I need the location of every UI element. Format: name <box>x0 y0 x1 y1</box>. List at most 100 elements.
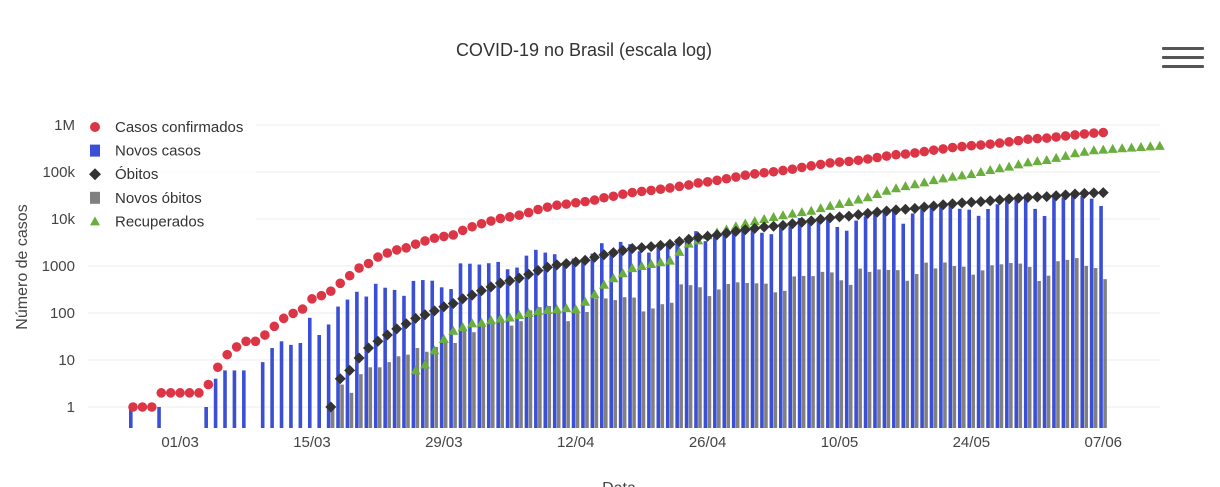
data-point <box>645 241 657 253</box>
bar <box>368 367 373 428</box>
data-point <box>288 308 298 319</box>
data-point <box>862 207 874 219</box>
data-point <box>542 304 553 314</box>
bar <box>707 296 712 428</box>
bar <box>490 323 495 428</box>
bar <box>157 407 161 428</box>
data-point <box>665 183 675 193</box>
bar <box>952 265 957 428</box>
bar <box>1084 265 1089 428</box>
hamburger-menu-icon[interactable] <box>1162 47 1204 73</box>
data-point <box>316 290 327 301</box>
data-point <box>467 221 477 232</box>
data-point <box>570 256 582 268</box>
data-point <box>486 216 496 226</box>
bar <box>594 298 599 428</box>
data-point <box>787 164 798 174</box>
data-point <box>947 142 958 153</box>
bar <box>340 384 344 428</box>
data-point <box>561 199 572 209</box>
data-point <box>165 388 176 398</box>
bar <box>472 332 476 428</box>
data-point <box>429 345 440 355</box>
data-point <box>466 289 478 301</box>
bar <box>421 280 425 428</box>
data-point <box>391 245 402 255</box>
bar <box>1027 266 1032 428</box>
data-point <box>985 139 996 149</box>
data-point <box>410 312 422 324</box>
y-tick-label: 1000 <box>42 258 75 275</box>
bar <box>383 287 387 428</box>
legend-swatch <box>90 144 100 157</box>
data-point <box>758 221 770 233</box>
bar <box>543 252 548 428</box>
bar <box>425 351 429 428</box>
data-point <box>994 163 1005 173</box>
data-point <box>975 167 986 176</box>
bar <box>402 295 406 428</box>
bar <box>129 407 133 428</box>
bar <box>844 230 849 428</box>
data-point <box>1013 159 1024 169</box>
bar <box>726 284 731 428</box>
data-point <box>307 294 317 304</box>
data-point <box>599 192 609 203</box>
bar <box>505 269 510 428</box>
bar <box>694 231 698 428</box>
data-point <box>504 312 515 322</box>
x-tick-label: 01/03 <box>161 434 199 451</box>
bar <box>933 268 938 428</box>
bar <box>204 407 208 428</box>
bar <box>782 290 787 428</box>
bar <box>604 298 608 428</box>
data-point <box>1004 161 1015 171</box>
data-point <box>344 270 355 281</box>
data-point <box>740 218 751 228</box>
x-tick-label: 10/05 <box>821 434 859 451</box>
data-point <box>730 225 742 237</box>
data-point <box>965 196 977 208</box>
bar <box>641 311 646 428</box>
data-point <box>664 238 676 250</box>
bar <box>434 346 439 428</box>
data-point <box>805 215 817 227</box>
data-point <box>325 401 337 413</box>
data-point <box>570 197 581 208</box>
data-point <box>994 138 1005 148</box>
x-axis-title: Data <box>602 480 636 487</box>
bar <box>453 342 457 428</box>
data-point <box>467 318 478 328</box>
data-point <box>476 317 487 327</box>
data-point <box>260 330 270 340</box>
legend-background <box>86 139 256 162</box>
data-point <box>636 242 648 254</box>
data-point <box>448 230 459 240</box>
bar <box>735 282 740 428</box>
bar <box>675 239 679 428</box>
y-axis-title: Número de casos <box>14 204 31 329</box>
data-point <box>938 173 949 183</box>
data-point <box>494 277 506 289</box>
data-point <box>504 275 516 287</box>
data-point <box>646 259 657 269</box>
data-point <box>1145 141 1156 151</box>
bar <box>613 300 618 428</box>
data-point <box>890 204 902 216</box>
data-point <box>476 218 487 229</box>
data-point <box>1107 143 1118 153</box>
data-point <box>326 286 336 296</box>
data-point <box>250 336 261 347</box>
data-point <box>843 210 855 222</box>
data-point <box>391 323 403 335</box>
data-point <box>1060 150 1071 160</box>
data-point <box>1031 191 1043 203</box>
bar <box>1080 196 1085 428</box>
bar <box>1018 263 1023 428</box>
data-point <box>824 212 836 224</box>
data-point <box>891 149 901 160</box>
data-point <box>1135 142 1146 152</box>
bar <box>848 284 853 428</box>
bar <box>600 243 604 428</box>
data-point <box>1088 187 1100 199</box>
